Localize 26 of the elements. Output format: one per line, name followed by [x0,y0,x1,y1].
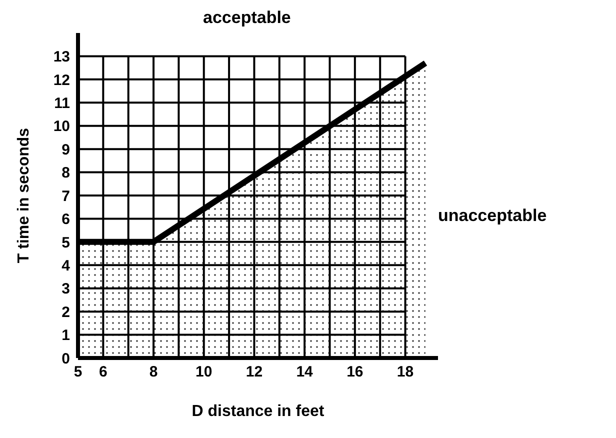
x-tick-label: 14 [296,364,314,381]
y-tick-label: 8 [62,164,70,182]
annotation: unacceptable [438,206,547,226]
x-tick-label: 5 [74,364,82,381]
text: acceptable [203,8,291,28]
y-tick-label: 5 [62,234,70,252]
y-tick-label: 3 [62,280,70,298]
x-tick-label: 8 [149,364,158,381]
x-tick-label: 16 [346,364,364,381]
y-tick-label: 2 [62,304,70,321]
x-axis-title: D distance in feet [192,403,325,420]
y-axis-title: T time in seconds [16,128,33,264]
x-tick-label: 12 [246,364,263,381]
x-tick-label: 10 [196,364,212,381]
y-tick-label: 1 [62,327,70,344]
y-tick-label: 13 [53,48,70,66]
y-tick-label: 12 [53,72,70,89]
y-tick-label: 10 [53,118,70,136]
y-tick-label: 6 [62,211,70,228]
x-tick-label: 18 [396,364,414,381]
x-tick-label: 6 [99,364,108,381]
y-tick-label: 7 [62,188,70,205]
y-tick-label: 11 [54,94,70,112]
y-tick-label: 9 [62,141,70,158]
y-tick-label: 4 [62,257,71,274]
y-tick-label: 0 [62,350,70,368]
